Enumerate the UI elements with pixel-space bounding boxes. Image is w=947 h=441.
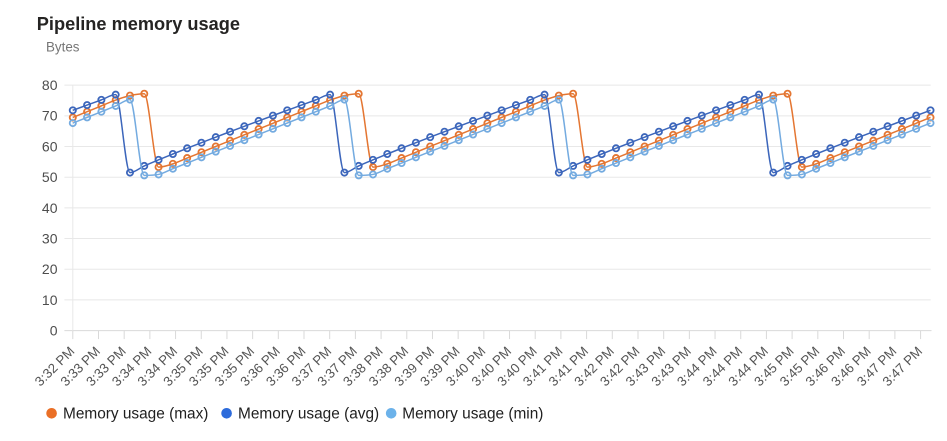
svg-text:70: 70 (42, 108, 58, 124)
svg-text:Bytes: Bytes (46, 40, 80, 55)
svg-text:Memory usage (min): Memory usage (min) (402, 406, 543, 423)
svg-text:60: 60 (42, 138, 58, 154)
svg-text:0: 0 (50, 323, 58, 339)
svg-text:Memory usage (avg): Memory usage (avg) (238, 406, 379, 423)
svg-text:50: 50 (42, 169, 58, 185)
svg-text:Pipeline memory usage: Pipeline memory usage (37, 14, 240, 34)
svg-text:40: 40 (42, 200, 58, 216)
svg-text:Memory usage (max): Memory usage (max) (63, 406, 208, 423)
svg-text:10: 10 (42, 292, 58, 308)
svg-text:20: 20 (42, 261, 58, 277)
svg-text:30: 30 (42, 230, 58, 246)
svg-text:80: 80 (42, 77, 58, 93)
